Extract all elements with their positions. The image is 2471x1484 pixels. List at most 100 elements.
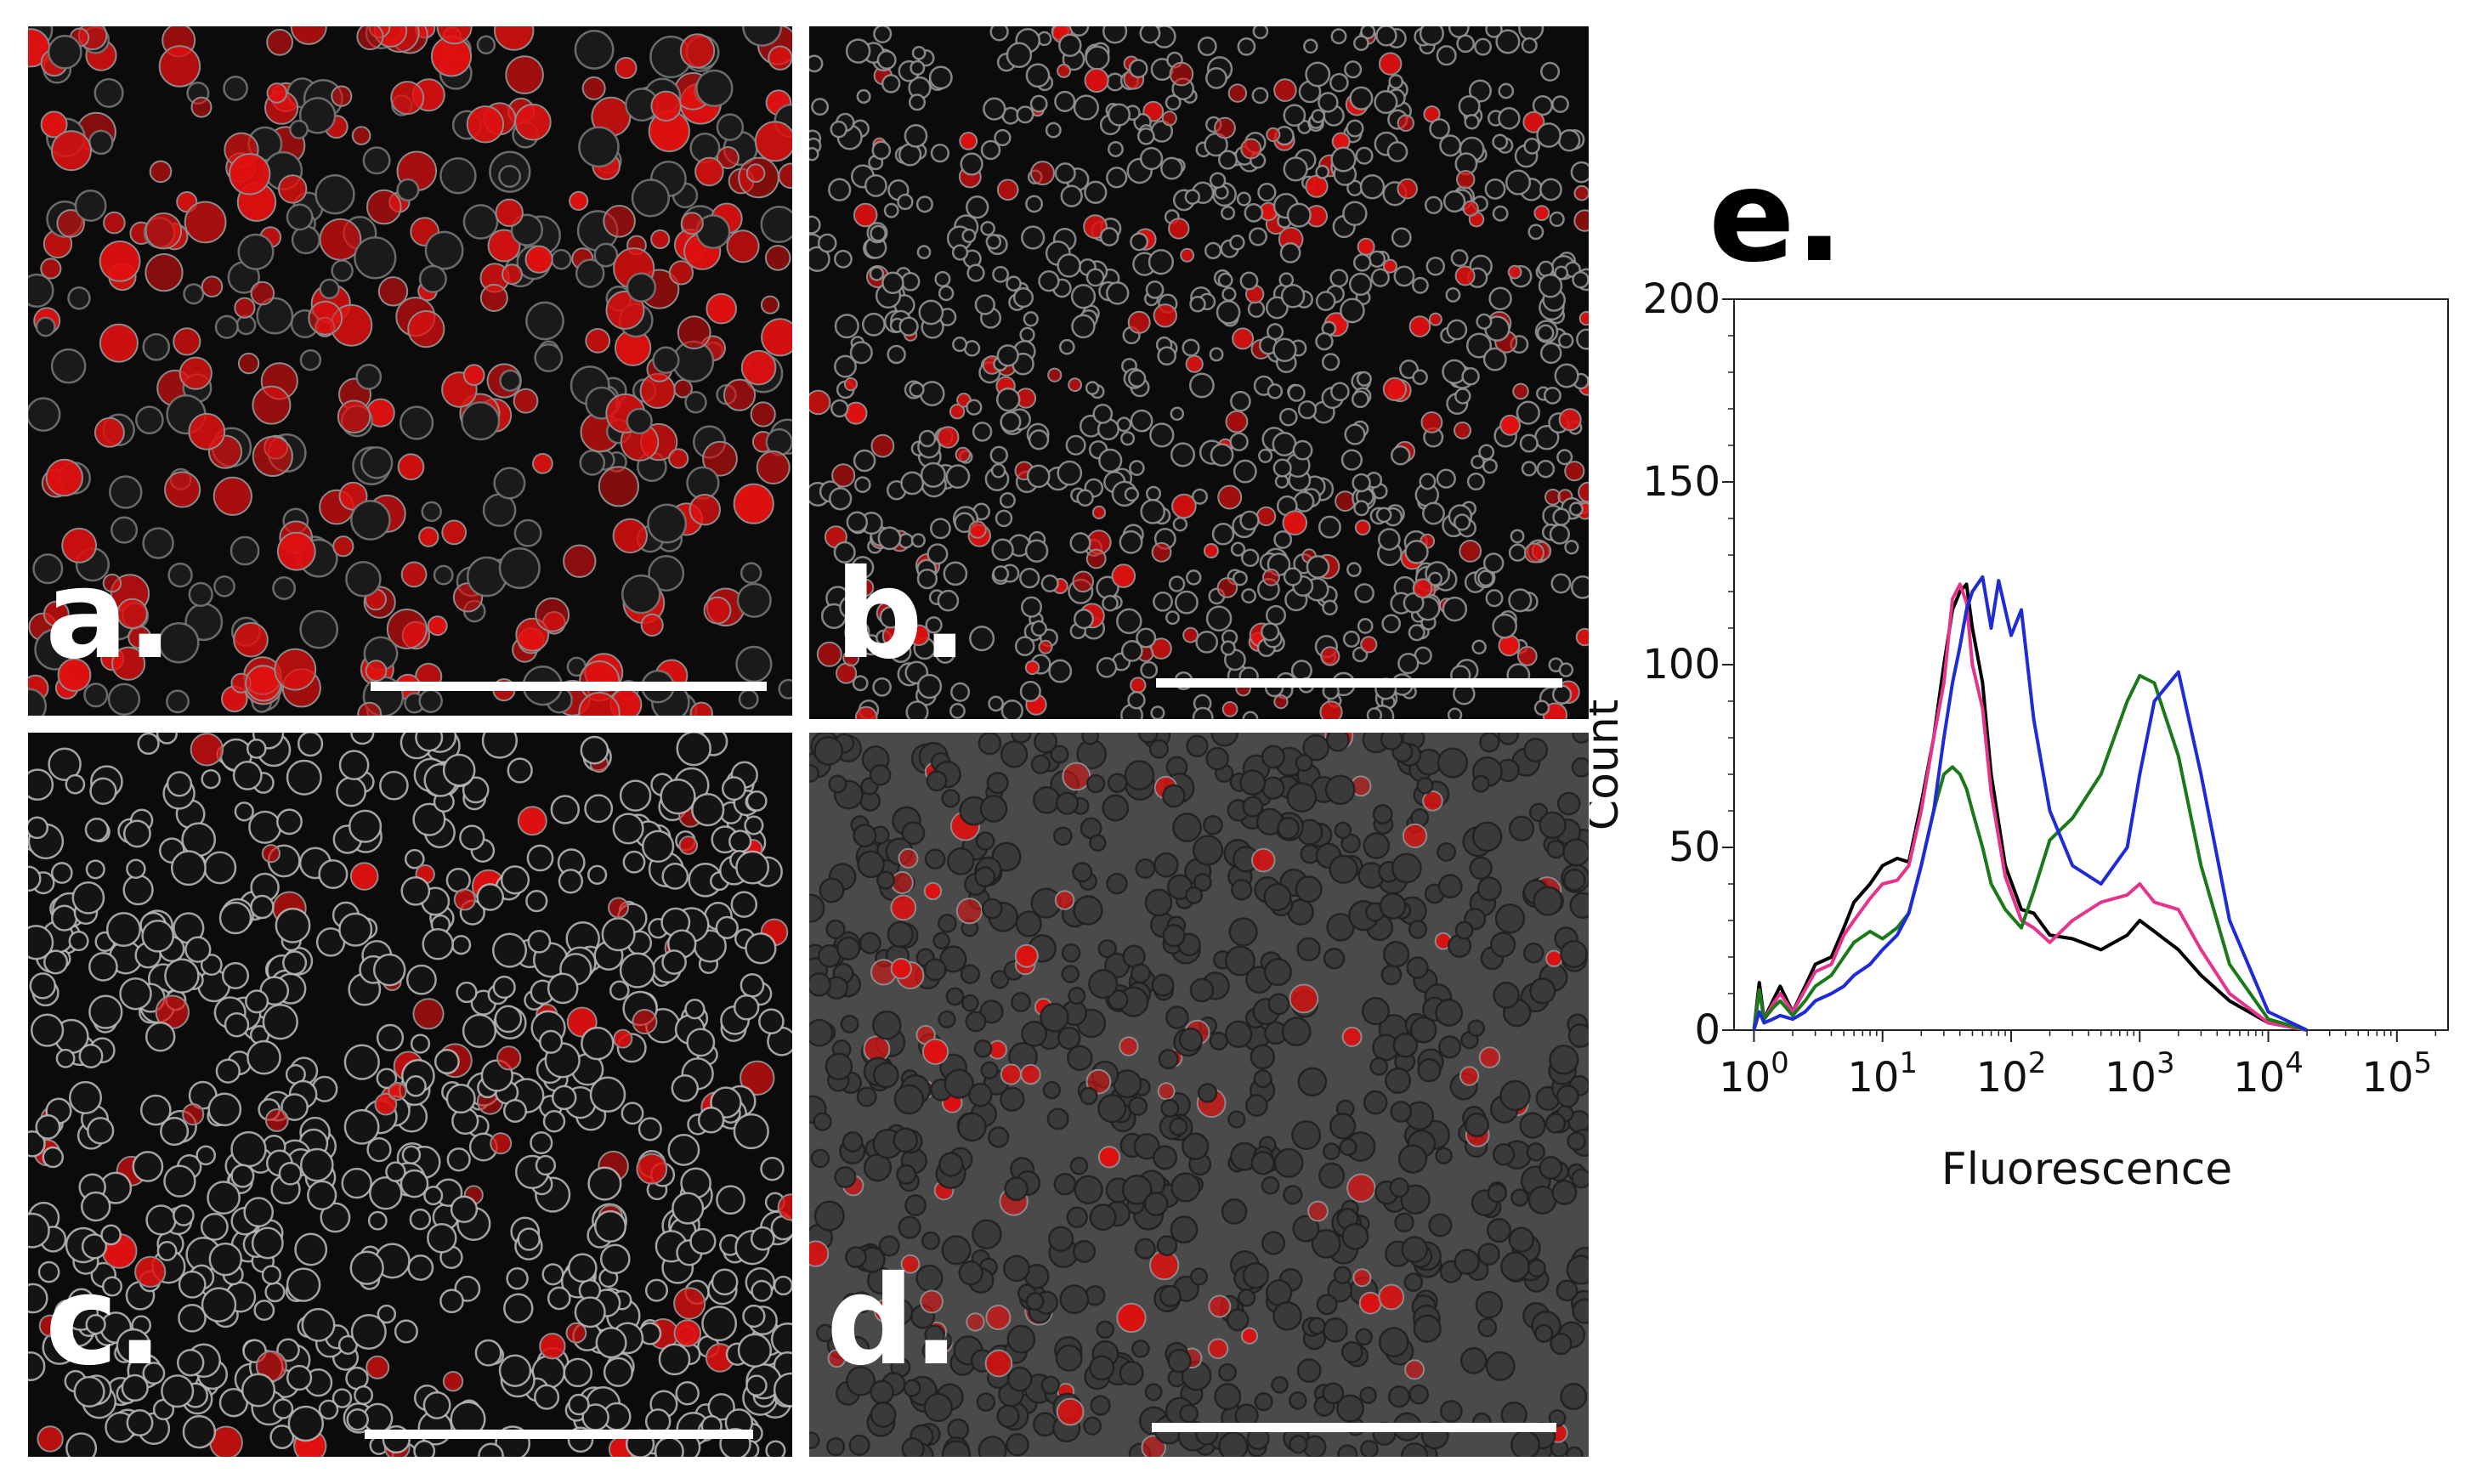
- cell: [142, 527, 174, 559]
- cell: [184, 936, 212, 963]
- cell: [1145, 280, 1165, 299]
- cell: [1340, 297, 1365, 324]
- cell: [1221, 1198, 1248, 1225]
- cell: [1055, 791, 1080, 815]
- cell: [1010, 733, 1032, 744]
- fluorescent-cell: [921, 1038, 949, 1065]
- cell: [1536, 324, 1555, 343]
- cell: [1305, 61, 1331, 88]
- cell: [684, 999, 706, 1020]
- fluorescent-cell: [436, 26, 473, 45]
- cell: [1059, 1284, 1090, 1315]
- cell: [1217, 150, 1238, 170]
- cell: [1307, 1317, 1326, 1335]
- fluorescent-cell: [158, 45, 201, 88]
- fluorescent-cell: [99, 323, 139, 363]
- cell: [1378, 1327, 1409, 1357]
- cell: [575, 258, 605, 288]
- cell: [879, 605, 903, 629]
- cell: [166, 689, 190, 714]
- cell: [269, 1425, 295, 1450]
- fluorescent-cell: [1072, 570, 1095, 593]
- cell: [451, 935, 472, 955]
- cell: [1002, 1255, 1030, 1283]
- cell: [214, 314, 239, 339]
- cell: [1167, 1348, 1192, 1374]
- cell: [1040, 1002, 1069, 1033]
- cell: [272, 1398, 294, 1419]
- cell: [1162, 924, 1186, 948]
- cell: [1497, 733, 1520, 745]
- cell: [809, 763, 819, 783]
- cell: [1453, 513, 1471, 531]
- cell: [985, 234, 1002, 250]
- fluorescent-cell: [870, 433, 895, 458]
- cell: [81, 1233, 108, 1260]
- cell: [1411, 276, 1429, 294]
- cell: [1475, 1290, 1504, 1319]
- cell: [1322, 1382, 1345, 1405]
- cell: [1554, 363, 1579, 388]
- cell: [476, 35, 496, 55]
- cell: [1239, 769, 1267, 796]
- cell: [1030, 620, 1047, 637]
- cell: [47, 34, 82, 70]
- cell: [1245, 1094, 1268, 1117]
- cell: [1121, 1174, 1153, 1205]
- cell: [410, 1034, 431, 1054]
- cell: [1408, 1384, 1430, 1405]
- fluorescent-cell: [427, 615, 448, 637]
- cell: [107, 683, 141, 716]
- fluorescent-cell: [996, 178, 1019, 201]
- cell: [336, 776, 367, 807]
- fluorescent-cell: [400, 561, 428, 588]
- fluorescent-cell: [565, 1322, 587, 1344]
- fluorescent-cell: [1289, 983, 1319, 1014]
- cell: [1337, 1444, 1358, 1457]
- cell: [1092, 404, 1114, 424]
- cell: [178, 1270, 207, 1299]
- cell: [1096, 656, 1118, 678]
- cell: [1040, 1375, 1061, 1395]
- cell: [1241, 588, 1257, 604]
- cell: [1083, 1416, 1102, 1436]
- cell: [1477, 1243, 1500, 1266]
- cell: [864, 173, 887, 197]
- cell: [1058, 33, 1082, 58]
- cell: [925, 616, 943, 634]
- cell: [1478, 444, 1495, 461]
- cell: [1124, 486, 1140, 502]
- cell: [200, 954, 223, 977]
- cell: [251, 1226, 284, 1260]
- cell: [1329, 1113, 1357, 1140]
- cell: [1482, 458, 1498, 474]
- cell: [871, 140, 892, 161]
- fluorescent-cell: [1214, 116, 1236, 139]
- fluorescent-cell: [442, 1371, 464, 1392]
- fluorescent-cell: [134, 1255, 167, 1289]
- cell: [200, 1212, 229, 1241]
- cell: [461, 401, 501, 441]
- cell: [434, 1049, 460, 1074]
- cell: [961, 228, 977, 243]
- cell: [1072, 862, 1093, 883]
- cell: [1168, 575, 1186, 592]
- x-axis-title: Fluorescence: [1941, 1144, 2233, 1195]
- cell: [1566, 1446, 1584, 1457]
- cell: [276, 808, 303, 835]
- fluorescent-cell: [1397, 114, 1414, 133]
- cell: [966, 399, 983, 416]
- cell: [424, 230, 464, 270]
- cell: [1471, 774, 1490, 793]
- cell: [1374, 90, 1398, 115]
- fluorescent-cell: [61, 527, 97, 564]
- cell: [513, 518, 542, 547]
- cell: [1471, 455, 1485, 469]
- data-series: [1752, 575, 2308, 1032]
- cell: [1283, 104, 1306, 127]
- fluorescent-cell: [462, 364, 485, 387]
- cell: [1165, 610, 1180, 626]
- cell: [1186, 734, 1209, 758]
- cell: [1258, 448, 1273, 463]
- cell: [400, 875, 431, 906]
